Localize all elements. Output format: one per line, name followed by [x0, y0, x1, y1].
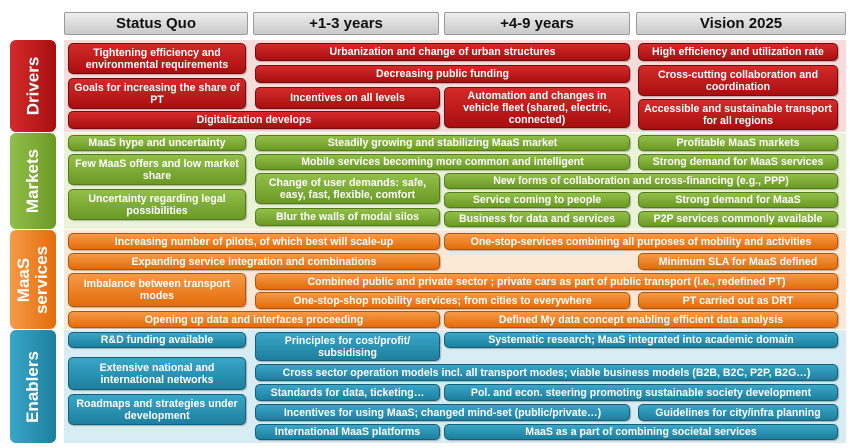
row-label-markets-text: Markets [23, 148, 43, 214]
maas-cell: Defined My data concept enabling efficie… [444, 311, 838, 328]
market-cell: Business for data and services [444, 211, 630, 227]
enabler-cell: R&D funding available [68, 332, 246, 348]
market-cell: Profitable MaaS markets [638, 135, 838, 151]
maas-cell: Imbalance between transport modes [68, 273, 246, 307]
maas-cell: Increasing number of pilots, of which be… [68, 233, 440, 250]
row-label-maas-services-text: MaaS services [14, 245, 51, 314]
maas-cell: Minimum SLA for MaaS defined [638, 253, 838, 270]
driver-cell: Automation and changes in vehicle fleet … [444, 87, 630, 128]
enabler-cell: Guidelines for city/infra planning [638, 404, 838, 421]
driver-cell: Goals for increasing the share of PT [68, 78, 246, 109]
market-cell: Service coming to people [444, 192, 630, 208]
row-label-drivers: Drivers [10, 40, 56, 132]
enabler-cell: MaaS as a part of combining societal ser… [444, 424, 838, 440]
row-label-drivers-text: Drivers [23, 56, 43, 116]
row-label-enablers: Enablers [10, 330, 56, 443]
maas-cell: PT carried out as DRT [638, 292, 838, 309]
maas-cell: Expanding service integration and combin… [68, 253, 440, 270]
column-header-4-9-years: +4-9 years [444, 12, 630, 35]
enabler-cell: Systematic research; MaaS integrated int… [444, 332, 838, 348]
enabler-cell: Cross sector operation models incl. all … [255, 364, 838, 381]
driver-cell: Cross-cutting collaboration and coordina… [638, 65, 838, 96]
driver-cell: Urbanization and change of urban structu… [255, 43, 630, 61]
market-cell: Uncertainty regarding legal possibilitie… [68, 189, 246, 220]
enabler-cell: Roadmaps and strategies under developmen… [68, 394, 246, 425]
driver-cell: Incentives on all levels [255, 87, 440, 109]
market-cell: Blur the walls of modal silos [255, 208, 440, 226]
market-cell: New forms of collaboration and cross-fin… [444, 173, 838, 189]
market-cell: Steadily growing and stabilizing MaaS ma… [255, 135, 630, 151]
market-cell: Strong demand for MaaS services [638, 154, 838, 170]
maas-cell: One-stop-services combining all purposes… [444, 233, 838, 250]
maas-cell: Combined public and private sector ; pri… [255, 273, 838, 290]
column-header-status-quo: Status Quo [64, 12, 248, 35]
maas-cell: Opening up data and interfaces proceedin… [68, 311, 440, 328]
driver-cell: Tightening efficiency and environmental … [68, 43, 246, 74]
market-cell: Mobile services becoming more common and… [255, 154, 630, 170]
column-header-vision-2025: Vision 2025 [636, 12, 846, 35]
market-cell: MaaS hype and uncertainty [68, 135, 246, 151]
column-header-1-3-years: +1-3 years [253, 12, 439, 35]
market-cell: Few MaaS offers and low market share [68, 154, 246, 185]
row-label-maas-services: MaaS services [10, 230, 56, 329]
driver-cell: Digitalization develops [68, 111, 440, 129]
row-label-markets: Markets [10, 133, 56, 229]
market-cell: P2P services commonly available [638, 211, 838, 227]
enabler-cell: Standards for data, ticketing… [255, 384, 440, 401]
market-cell: Change of user demands: safe, easy, fast… [255, 173, 440, 204]
enabler-cell: Extensive national and international net… [68, 357, 246, 390]
driver-cell: Accessible and sustainable transport for… [638, 99, 838, 130]
enabler-cell: Pol. and econ. steering promoting sustai… [444, 384, 838, 401]
row-label-enablers-text: Enablers [23, 350, 42, 423]
enabler-cell: International MaaS platforms [255, 424, 440, 440]
driver-cell: High efficiency and utilization rate [638, 43, 838, 61]
enabler-cell: Principles for cost/profit/ subsidising [255, 332, 440, 361]
maas-cell: One-stop-shop mobility services; from ci… [255, 292, 630, 309]
market-cell: Strong demand for MaaS [638, 192, 838, 208]
driver-cell: Decreasing public funding [255, 65, 630, 83]
enabler-cell: Incentives for using MaaS; changed mind-… [255, 404, 630, 421]
